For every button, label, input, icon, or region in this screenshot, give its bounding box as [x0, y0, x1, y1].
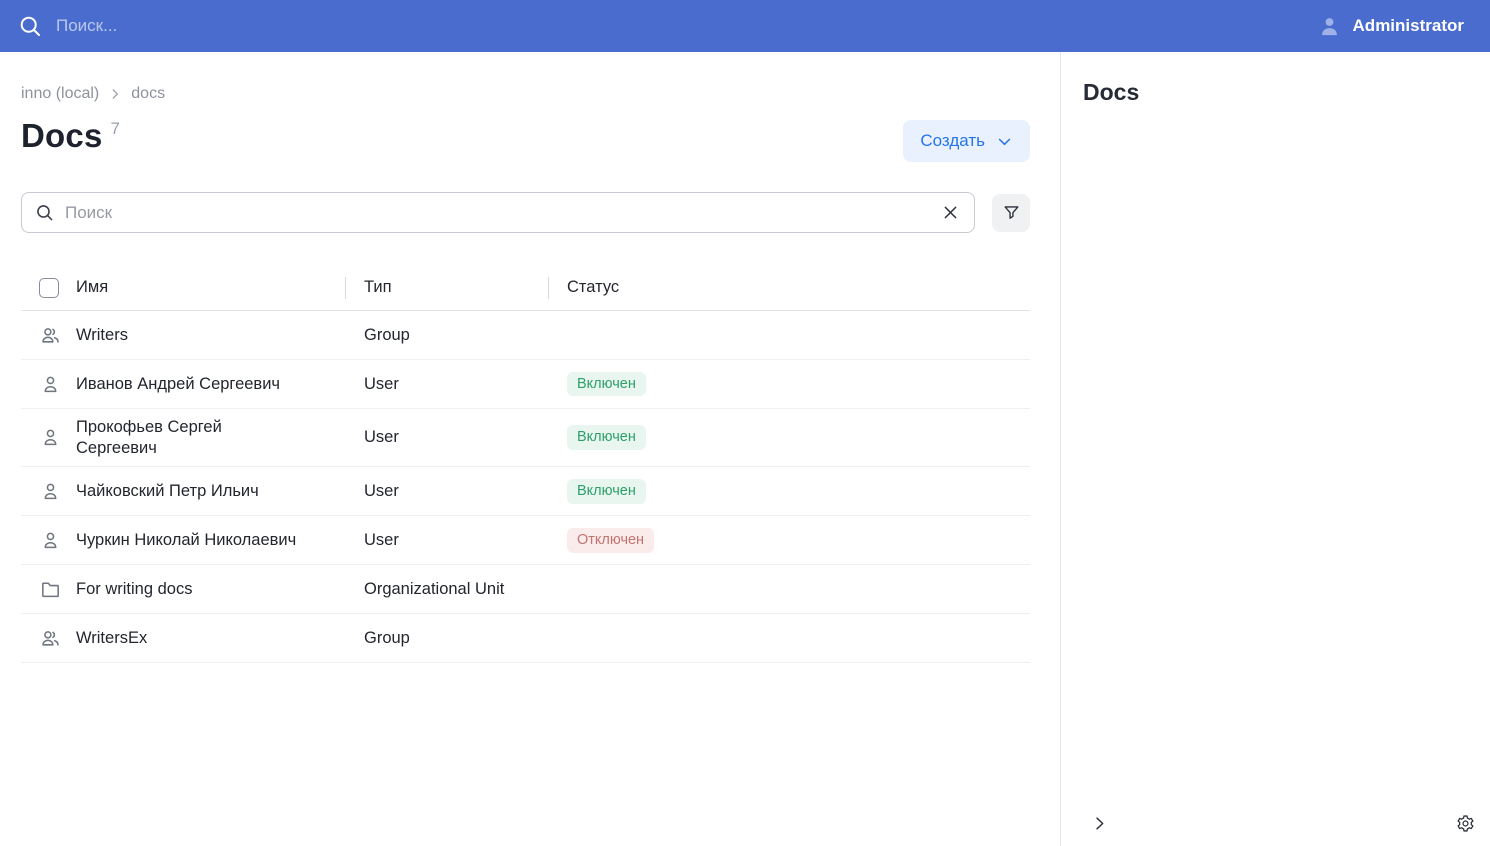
row-type: User	[364, 374, 399, 393]
objects-table: Имя Тип Статус Writers Group	[21, 265, 1030, 664]
search-icon	[35, 203, 54, 222]
row-name: For writing docs	[76, 579, 193, 598]
column-header-status[interactable]: Статус	[548, 270, 1030, 305]
user-icon	[39, 426, 62, 449]
table-row[interactable]: Writers Group	[21, 311, 1030, 360]
row-name: Прокофьев Сергей Сергеевич	[76, 418, 222, 457]
collapse-panel-button[interactable]	[1087, 811, 1112, 836]
row-name: WritersEx	[76, 628, 148, 647]
row-name: Чайковский Петр Ильич	[76, 481, 259, 500]
table-search-input[interactable]	[65, 202, 926, 223]
clear-search-button[interactable]	[937, 199, 964, 226]
row-type: User	[364, 481, 399, 500]
user-icon	[1318, 15, 1341, 38]
breadcrumb-item-current[interactable]: docs	[131, 85, 166, 102]
page-count: 7	[110, 119, 120, 138]
user-menu[interactable]: Administrator	[1318, 15, 1464, 38]
group-icon	[39, 627, 62, 650]
row-name: Writers	[76, 325, 128, 344]
table-body: Writers Group Иванов Андрей Сергеевич Us…	[21, 311, 1030, 664]
chevron-down-icon	[996, 133, 1013, 150]
table-row[interactable]: WritersEx Group	[21, 614, 1030, 664]
create-button[interactable]: Создать	[903, 120, 1030, 162]
row-type: Group	[364, 325, 410, 344]
breadcrumb-item-domain[interactable]: inno (local)	[21, 85, 100, 102]
settings-button[interactable]	[1452, 810, 1479, 837]
row-name: Чуркин Николай Николаевич	[76, 530, 297, 549]
org-unit-icon	[39, 578, 62, 601]
table-header-row: Имя Тип Статус	[21, 265, 1030, 311]
status-badge: Отключен	[567, 527, 655, 553]
create-button-label: Создать	[920, 131, 985, 150]
content-area: inno (local) docs Docs 7 Создать	[0, 52, 1061, 846]
topbar: Administrator	[0, 0, 1490, 52]
select-all-checkbox[interactable]	[39, 277, 59, 298]
status-badge: Включен	[567, 371, 646, 397]
row-type: Group	[364, 628, 410, 647]
column-header-type[interactable]: Тип	[345, 270, 548, 305]
row-type: User	[364, 530, 399, 549]
filter-icon	[1002, 203, 1021, 222]
search-icon	[18, 14, 42, 38]
table-search	[21, 192, 975, 233]
details-panel: Docs	[1061, 52, 1490, 846]
status-badge: Включен	[567, 478, 646, 504]
table-row[interactable]: Прокофьев Сергей Сергеевич User Включен	[21, 409, 1030, 468]
user-icon	[39, 480, 62, 503]
table-row[interactable]: Иванов Андрей Сергеевич User Включен	[21, 360, 1030, 409]
table-row[interactable]: For writing docs Organizational Unit	[21, 565, 1030, 615]
panel-title: Docs	[1083, 79, 1140, 105]
table-row[interactable]: Чайковский Петр Ильич User Включен	[21, 467, 1030, 517]
user-icon	[39, 373, 62, 396]
breadcrumb-separator-icon	[108, 87, 122, 101]
global-search-input[interactable]	[56, 16, 1306, 36]
user-name: Administrator	[1352, 16, 1464, 35]
row-type: Organizational Unit	[364, 579, 505, 598]
filter-button[interactable]	[992, 193, 1030, 232]
page-title: Docs	[21, 117, 103, 154]
row-name: Иванов Андрей Сергеевич	[76, 374, 281, 393]
column-header-name[interactable]: Имя	[76, 278, 109, 296]
group-icon	[39, 324, 62, 347]
user-icon	[39, 529, 62, 552]
status-badge: Включен	[567, 425, 646, 450]
table-row[interactable]: Чуркин Николай Николаевич User Отключен	[21, 516, 1030, 566]
global-search	[18, 14, 1306, 38]
gear-icon	[1456, 814, 1475, 833]
row-type: User	[364, 428, 399, 447]
breadcrumb: inno (local) docs	[21, 85, 1030, 103]
